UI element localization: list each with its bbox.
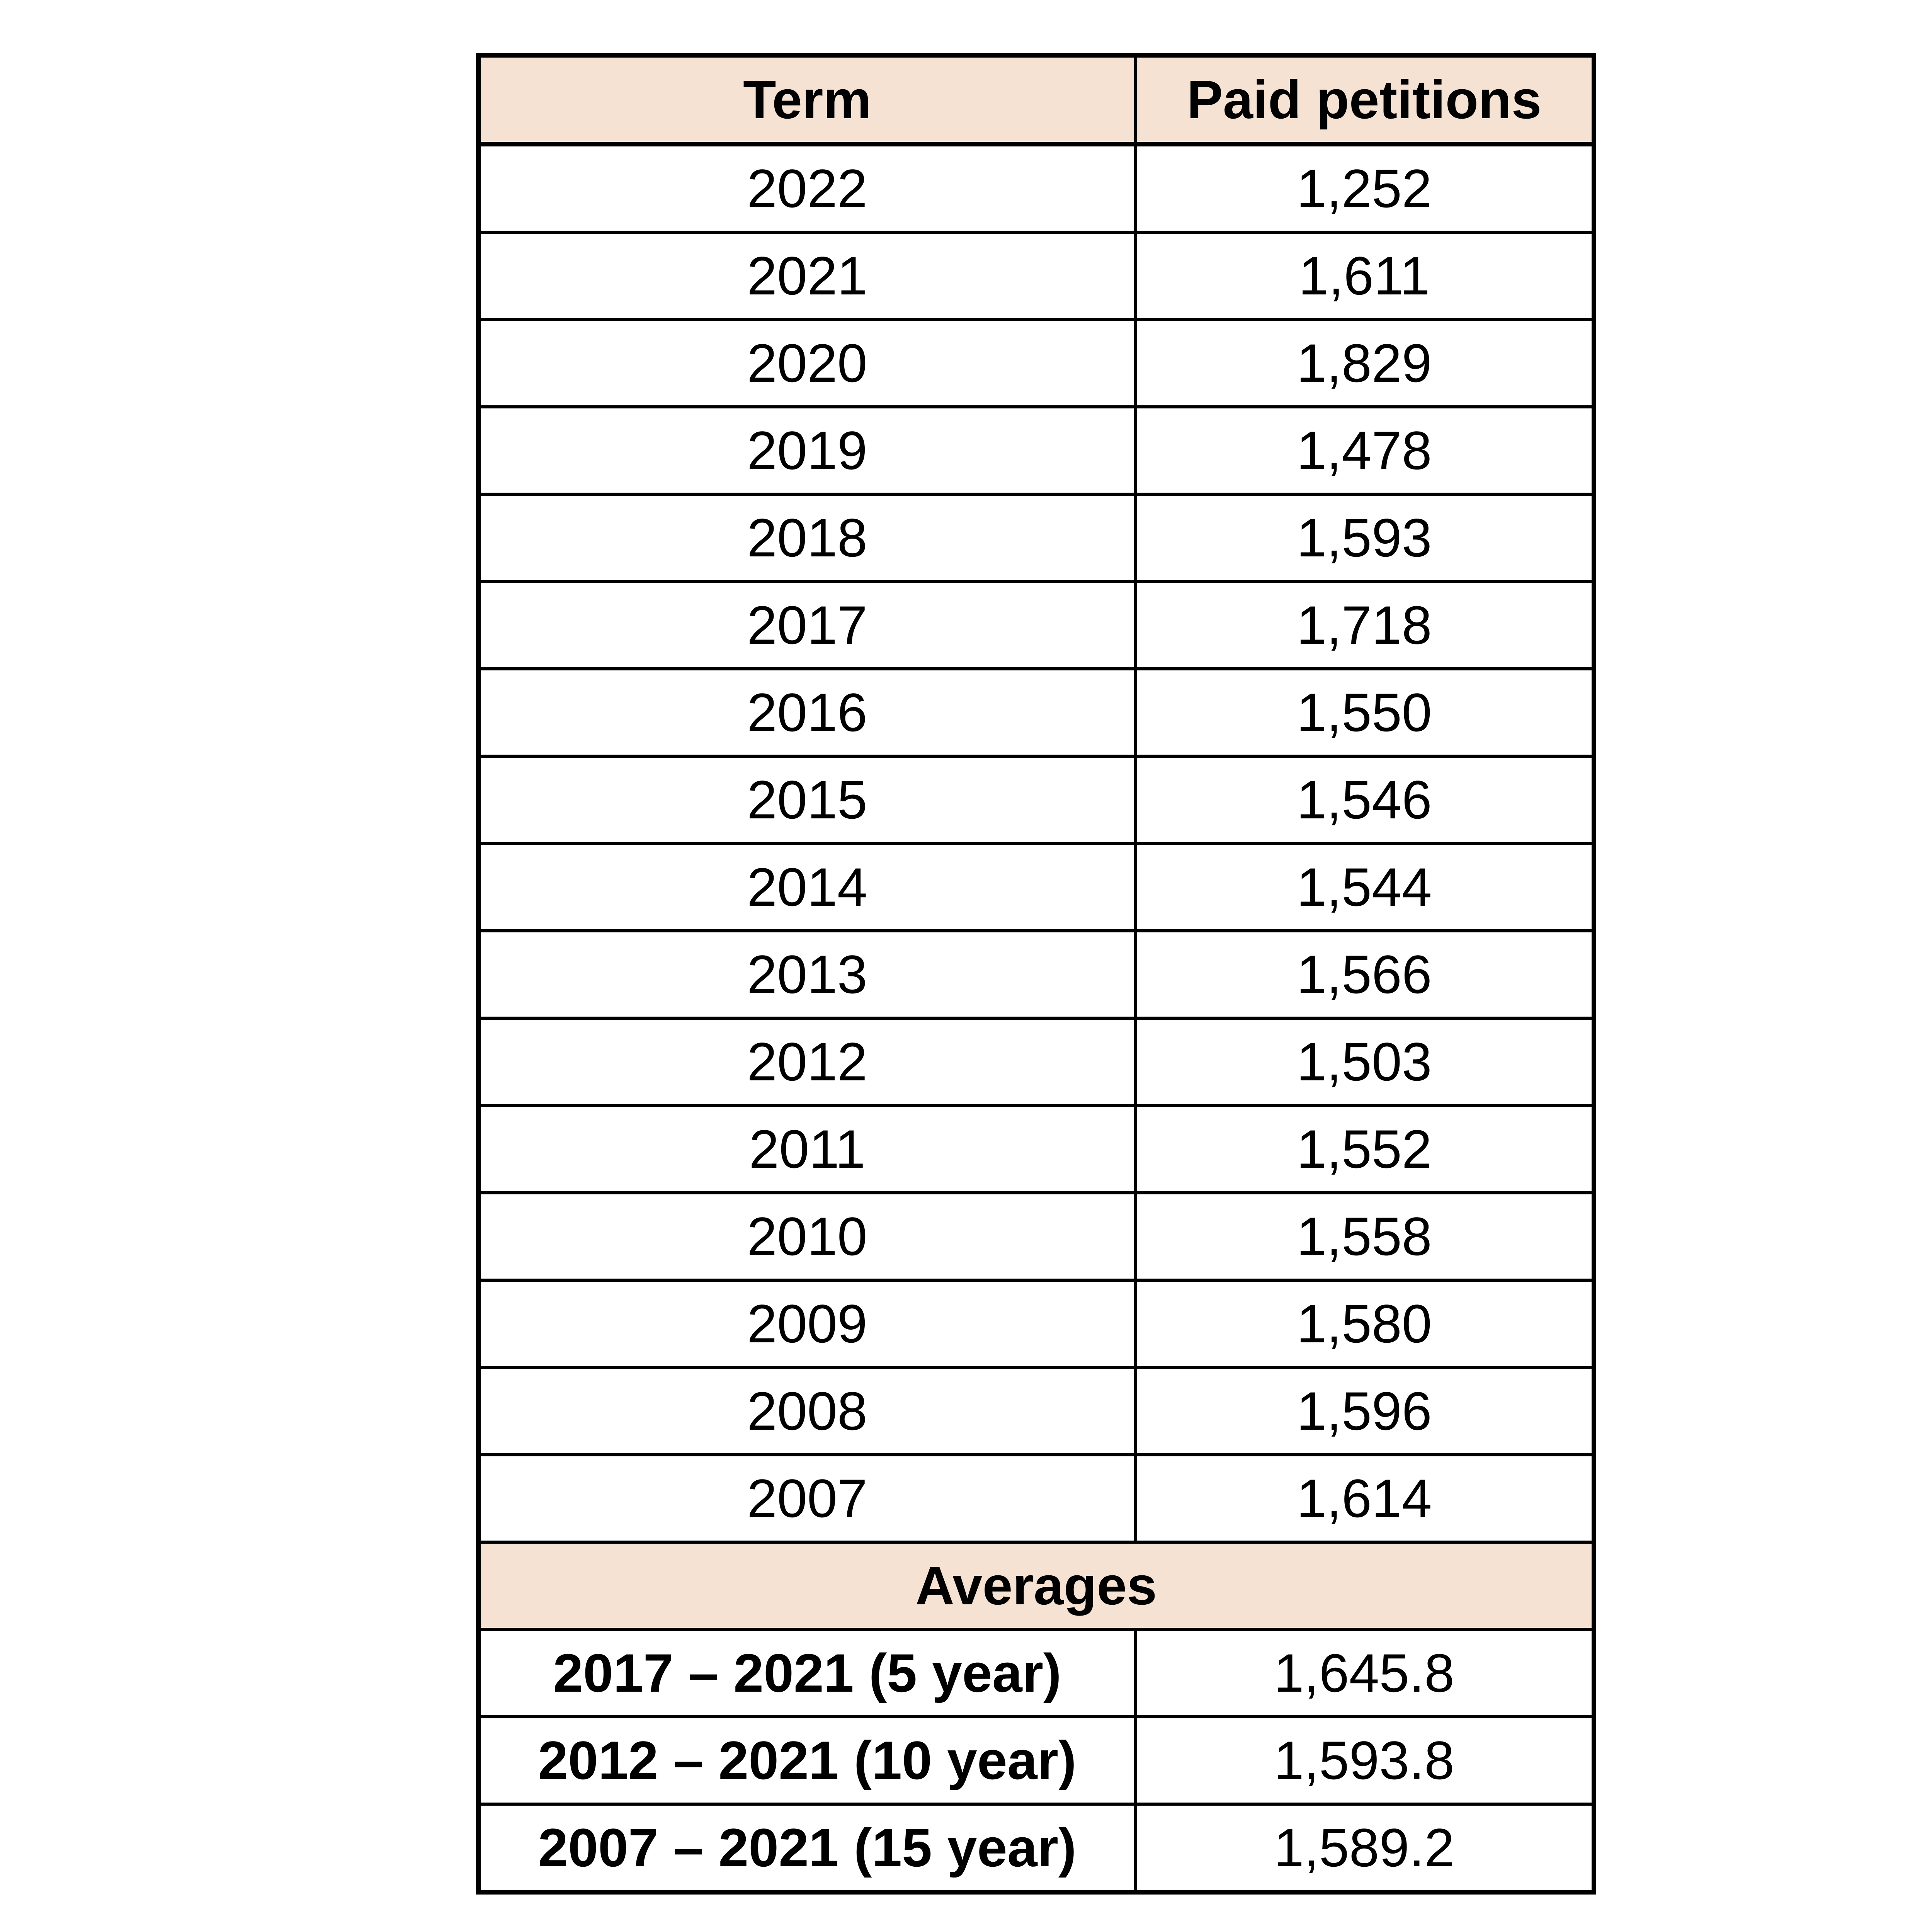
term-cell: 2008 xyxy=(477,1366,1137,1456)
term-cell: 2015 xyxy=(477,755,1137,845)
term-cell: 2007 xyxy=(477,1453,1137,1544)
table-row: 2016 1,550 xyxy=(477,667,1595,758)
paid-petitions-table: Term Paid petitions 2022 1,252 2021 1,61… xyxy=(476,53,1596,1895)
term-cell: 2011 xyxy=(477,1104,1137,1194)
averages-header-row: Averages xyxy=(477,1541,1595,1631)
average-row: 2017 – 2021 (5 year) 1,645.8 xyxy=(477,1628,1595,1718)
value-cell: 1,550 xyxy=(1134,667,1595,758)
term-cell: 2010 xyxy=(477,1191,1137,1282)
table-row: 2008 1,596 xyxy=(477,1366,1595,1456)
value-cell: 1,558 xyxy=(1134,1191,1595,1282)
average-row: 2007 – 2021 (15 year) 1,589.2 xyxy=(477,1803,1595,1894)
term-cell: 2022 xyxy=(477,143,1137,234)
average-label-cell: 2017 – 2021 (5 year) xyxy=(477,1628,1137,1718)
value-cell: 1,829 xyxy=(1134,318,1595,408)
value-cell: 1,566 xyxy=(1134,929,1595,1020)
table-row: 2021 1,611 xyxy=(477,231,1595,321)
value-cell: 1,718 xyxy=(1134,580,1595,670)
term-cell: 2017 xyxy=(477,580,1137,670)
term-cell: 2019 xyxy=(477,405,1137,496)
petitions-table-wrap: Term Paid petitions 2022 1,252 2021 1,61… xyxy=(476,53,1596,1895)
table-row: 2012 1,503 xyxy=(477,1017,1595,1107)
term-cell: 2018 xyxy=(477,493,1137,583)
value-cell: 1,544 xyxy=(1134,842,1595,932)
value-cell: 1,593 xyxy=(1134,493,1595,583)
value-cell: 1,580 xyxy=(1134,1279,1595,1369)
table-row: 2019 1,478 xyxy=(477,405,1595,496)
table-row: 2014 1,544 xyxy=(477,842,1595,932)
term-cell: 2009 xyxy=(477,1279,1137,1369)
table-row: 2011 1,552 xyxy=(477,1104,1595,1194)
table-row: 2017 1,718 xyxy=(477,580,1595,670)
table-row: 2009 1,580 xyxy=(477,1279,1595,1369)
value-cell: 1,546 xyxy=(1134,755,1595,845)
table-header-row: Term Paid petitions xyxy=(477,54,1595,146)
table-row: 2022 1,252 xyxy=(477,143,1595,234)
table-row: 2020 1,829 xyxy=(477,318,1595,408)
averages-header-cell: Averages xyxy=(477,1541,1595,1631)
value-cell: 1,596 xyxy=(1134,1366,1595,1456)
term-header-cell: Term xyxy=(477,54,1137,146)
value-cell: 1,611 xyxy=(1134,231,1595,321)
term-cell: 2021 xyxy=(477,231,1137,321)
average-label-cell: 2007 – 2021 (15 year) xyxy=(477,1803,1137,1894)
term-cell: 2016 xyxy=(477,667,1137,758)
value-cell: 1,478 xyxy=(1134,405,1595,496)
table-row: 2007 1,614 xyxy=(477,1453,1595,1544)
average-value-cell: 1,593.8 xyxy=(1134,1715,1595,1806)
table-row: 2010 1,558 xyxy=(477,1191,1595,1282)
value-cell: 1,614 xyxy=(1134,1453,1595,1544)
term-cell: 2012 xyxy=(477,1017,1137,1107)
table-row: 2018 1,593 xyxy=(477,493,1595,583)
term-cell: 2013 xyxy=(477,929,1137,1020)
term-cell: 2020 xyxy=(477,318,1137,408)
average-row: 2012 – 2021 (10 year) 1,593.8 xyxy=(477,1715,1595,1806)
value-cell: 1,503 xyxy=(1134,1017,1595,1107)
average-value-cell: 1,645.8 xyxy=(1134,1628,1595,1718)
average-label-cell: 2012 – 2021 (10 year) xyxy=(477,1715,1137,1806)
value-cell: 1,252 xyxy=(1134,143,1595,234)
term-cell: 2014 xyxy=(477,842,1137,932)
paid-petitions-header-cell: Paid petitions xyxy=(1134,54,1595,146)
average-value-cell: 1,589.2 xyxy=(1134,1803,1595,1894)
table-row: 2015 1,546 xyxy=(477,755,1595,845)
value-cell: 1,552 xyxy=(1134,1104,1595,1194)
table-row: 2013 1,566 xyxy=(477,929,1595,1020)
